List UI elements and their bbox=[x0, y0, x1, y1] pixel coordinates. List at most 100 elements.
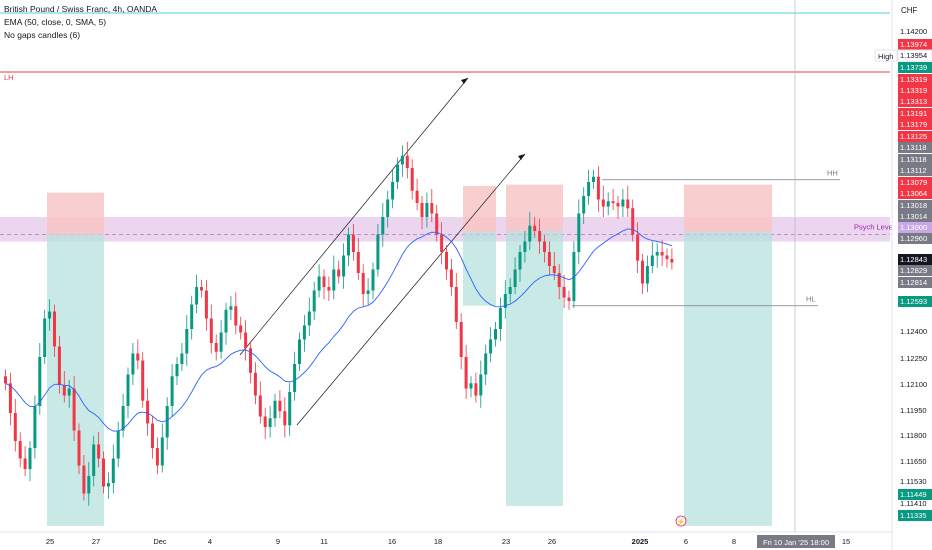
candle-body[interactable] bbox=[116, 430, 120, 459]
stop-loss-zone[interactable] bbox=[463, 185, 496, 233]
candle-body[interactable] bbox=[317, 276, 321, 291]
candle-body[interactable] bbox=[258, 395, 262, 417]
candle-body[interactable] bbox=[552, 266, 556, 273]
candle-body[interactable] bbox=[234, 306, 238, 326]
candle-body[interactable] bbox=[28, 448, 32, 469]
candle-body[interactable] bbox=[288, 392, 292, 426]
candle-body[interactable] bbox=[298, 339, 301, 365]
candle-body[interactable] bbox=[97, 444, 101, 459]
candle-body[interactable] bbox=[38, 357, 42, 406]
candle-body[interactable] bbox=[508, 287, 512, 294]
candle-body[interactable] bbox=[503, 294, 507, 308]
candle-body[interactable] bbox=[611, 201, 615, 203]
take-profit-zone[interactable] bbox=[684, 232, 772, 526]
candle-body[interactable] bbox=[636, 234, 640, 261]
candle-body[interactable] bbox=[670, 259, 674, 263]
candle-body[interactable] bbox=[464, 357, 468, 389]
candle-body[interactable] bbox=[572, 252, 576, 301]
candle-body[interactable] bbox=[469, 383, 473, 389]
candle-body[interactable] bbox=[160, 437, 164, 466]
candle-body[interactable] bbox=[268, 418, 272, 427]
candle-body[interactable] bbox=[293, 364, 297, 392]
candle-body[interactable] bbox=[33, 406, 37, 448]
candle-body[interactable] bbox=[562, 287, 566, 298]
candle-body[interactable] bbox=[371, 269, 375, 291]
nogaps-indicator-legend[interactable]: No gaps candles (6) bbox=[4, 30, 81, 40]
candle-body[interactable] bbox=[528, 225, 532, 242]
candle-body[interactable] bbox=[185, 329, 189, 354]
candle-body[interactable] bbox=[396, 164, 399, 183]
candle-body[interactable] bbox=[141, 360, 145, 401]
candle-body[interactable] bbox=[596, 176, 600, 200]
candle-body[interactable] bbox=[645, 266, 649, 284]
candle-body[interactable] bbox=[131, 353, 135, 375]
candle-body[interactable] bbox=[376, 234, 380, 270]
candle-body[interactable] bbox=[43, 318, 47, 358]
candle-body[interactable] bbox=[244, 332, 248, 349]
candle-body[interactable] bbox=[195, 287, 199, 305]
trend-arrow-upper[interactable] bbox=[239, 77, 469, 356]
candle-body[interactable] bbox=[18, 441, 22, 459]
candle-body[interactable] bbox=[77, 430, 81, 466]
candle-body[interactable] bbox=[48, 311, 52, 319]
candle-body[interactable] bbox=[356, 252, 360, 273]
ema-indicator-legend[interactable]: EMA (50, close, 0, SMA, 5) bbox=[4, 17, 107, 27]
candle-body[interactable] bbox=[582, 196, 586, 214]
candle-body[interactable] bbox=[445, 252, 448, 270]
candle-body[interactable] bbox=[13, 413, 17, 441]
candle-body[interactable] bbox=[204, 290, 208, 319]
candle-body[interactable] bbox=[513, 269, 517, 288]
candle-body[interactable] bbox=[23, 458, 27, 470]
candle-body[interactable] bbox=[621, 199, 625, 207]
candle-body[interactable] bbox=[494, 329, 497, 340]
candle-body[interactable] bbox=[538, 231, 542, 242]
candle-body[interactable] bbox=[641, 260, 644, 284]
candle-body[interactable] bbox=[435, 213, 439, 235]
candle-body[interactable] bbox=[126, 374, 130, 407]
stop-loss-zone[interactable] bbox=[47, 192, 104, 235]
candle-body[interactable] bbox=[62, 385, 66, 396]
candle-body[interactable] bbox=[430, 203, 434, 214]
candle-body[interactable] bbox=[263, 416, 267, 428]
candle-body[interactable] bbox=[498, 308, 502, 329]
candle-body[interactable] bbox=[342, 255, 346, 277]
candle-body[interactable] bbox=[474, 383, 478, 396]
candle-body[interactable] bbox=[72, 388, 76, 431]
candle-body[interactable] bbox=[327, 287, 331, 291]
event-icon[interactable] bbox=[675, 515, 687, 527]
candle-body[interactable] bbox=[543, 241, 546, 253]
candle-body[interactable] bbox=[347, 234, 350, 256]
candle-body[interactable] bbox=[415, 190, 419, 203]
candle-body[interactable] bbox=[200, 287, 203, 291]
take-profit-zone[interactable] bbox=[463, 232, 496, 306]
candle-body[interactable] bbox=[92, 444, 96, 477]
candle-body[interactable] bbox=[278, 400, 282, 412]
candle-body[interactable] bbox=[650, 255, 654, 267]
candle-body[interactable] bbox=[165, 406, 169, 438]
candle-body[interactable] bbox=[180, 353, 184, 365]
candle-body[interactable] bbox=[533, 225, 537, 231]
candle-body[interactable] bbox=[518, 252, 522, 270]
candle-body[interactable] bbox=[616, 203, 620, 207]
candle-body[interactable] bbox=[351, 234, 355, 253]
candle-body[interactable] bbox=[102, 458, 105, 487]
trend-arrow-lower[interactable] bbox=[296, 153, 526, 426]
candle-body[interactable] bbox=[302, 325, 306, 340]
candle-body[interactable] bbox=[82, 465, 86, 494]
candle-body[interactable] bbox=[626, 199, 630, 209]
candle-body[interactable] bbox=[440, 234, 444, 253]
candle-body[interactable] bbox=[660, 252, 664, 256]
candle-body[interactable] bbox=[209, 318, 213, 344]
candle-body[interactable] bbox=[400, 155, 404, 165]
candle-body[interactable] bbox=[601, 199, 605, 207]
candle-body[interactable] bbox=[151, 423, 154, 449]
candle-body[interactable] bbox=[547, 252, 551, 266]
candle-body[interactable] bbox=[283, 411, 287, 426]
candle-body[interactable] bbox=[391, 182, 395, 200]
candle-body[interactable] bbox=[307, 311, 311, 326]
candle-body[interactable] bbox=[224, 309, 228, 333]
candle-body[interactable] bbox=[190, 304, 194, 330]
candle-body[interactable] bbox=[67, 388, 71, 396]
candle-body[interactable] bbox=[106, 483, 110, 487]
